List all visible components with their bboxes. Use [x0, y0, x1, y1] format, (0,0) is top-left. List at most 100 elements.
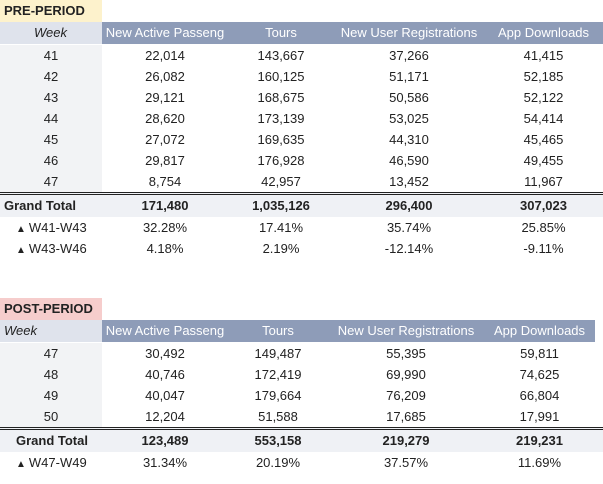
new-user-registrations-cell[interactable]: 53,025: [389, 111, 429, 126]
delta-label-cell[interactable]: ▲ W41-W43: [0, 217, 102, 238]
tours-cell[interactable]: 51,588: [258, 409, 298, 424]
new-active-passengers-cell[interactable]: 28,620: [145, 111, 185, 126]
tours-cell[interactable]: 172,419: [254, 367, 302, 382]
delta-tours[interactable]: 2.19%: [262, 241, 300, 256]
grand-total-label[interactable]: Grand Total: [4, 198, 76, 213]
new-user-registrations-cell[interactable]: 55,395: [386, 346, 426, 361]
delta-new-active-passengers[interactable]: 32.28%: [142, 220, 188, 235]
tours-cell[interactable]: 176,928: [257, 153, 305, 168]
grand-total-new-user-registrations[interactable]: 296,400: [385, 198, 433, 213]
app-downloads-cell[interactable]: 66,804: [519, 388, 560, 403]
delta-new-active-passengers[interactable]: 4.18%: [146, 241, 184, 256]
new-active-passengers-cell[interactable]: 29,817: [145, 153, 185, 168]
new-active-passengers-cell[interactable]: 40,746: [145, 367, 185, 382]
header-new-active-passengers[interactable]: New Active Passeng: [102, 22, 228, 44]
pre-period-table: PRE-PERIOD Week New Active Passeng Tours…: [0, 0, 603, 259]
week-cell[interactable]: 49: [0, 385, 102, 406]
app-downloads-cell[interactable]: 11,967: [524, 174, 563, 189]
new-user-registrations-cell[interactable]: 17,685: [386, 409, 426, 424]
tours-cell[interactable]: 179,664: [254, 388, 302, 403]
delta-app-downloads[interactable]: -9.11%: [523, 241, 564, 256]
new-active-passengers-cell[interactable]: 12,204: [145, 409, 185, 424]
post-period-rows: 47 30,492 149,487 55,395 59,811 48 40,746 172,4…: [0, 343, 603, 427]
week-cell[interactable]: 48: [0, 364, 102, 385]
week-cell[interactable]: 45: [0, 129, 102, 150]
grand-total-label[interactable]: Grand Total: [16, 433, 88, 448]
delta-label-cell[interactable]: ▲ W43-W46: [0, 238, 102, 259]
tours-cell[interactable]: 149,487: [254, 346, 302, 361]
tours-cell[interactable]: 169,635: [257, 132, 305, 147]
header-new-active-passengers[interactable]: New Active Passeng: [102, 320, 228, 342]
grand-total-app-downloads[interactable]: 307,023: [520, 198, 567, 213]
week-cell[interactable]: 44: [0, 108, 102, 129]
app-downloads-cell[interactable]: 52,185: [523, 69, 564, 84]
app-downloads-cell[interactable]: 17,991: [519, 409, 560, 424]
delta-new-user-registrations[interactable]: 35.74%: [386, 220, 432, 235]
new-user-registrations-cell[interactable]: 69,990: [386, 367, 426, 382]
table-row: 45 27,072 169,635 44,310 45,465: [0, 129, 603, 150]
header-app-downloads[interactable]: App Downloads: [484, 320, 595, 342]
new-user-registrations-cell[interactable]: 50,586: [389, 90, 429, 105]
post-period-table: POST-PERIOD Week New Active Passeng Tour…: [0, 298, 603, 473]
new-active-passengers-cell[interactable]: 40,047: [145, 388, 185, 403]
header-new-user-registrations[interactable]: New User Registrations: [328, 320, 484, 342]
grand-total-app-downloads[interactable]: 219,231: [516, 433, 563, 448]
delta-new-active-passengers[interactable]: 31.34%: [142, 455, 188, 470]
new-active-passengers-cell[interactable]: 8,754: [148, 174, 182, 189]
app-downloads-cell[interactable]: 54,414: [523, 111, 564, 126]
app-downloads-cell[interactable]: 45,465: [523, 132, 564, 147]
week-cell[interactable]: 50: [0, 406, 102, 427]
app-downloads-cell[interactable]: 59,811: [520, 346, 559, 361]
delta-tours[interactable]: 20.19%: [255, 455, 301, 470]
app-downloads-cell[interactable]: 52,122: [523, 90, 564, 105]
new-active-passengers-cell[interactable]: 29,121: [145, 90, 185, 105]
week-cell[interactable]: 47: [0, 171, 102, 192]
new-user-registrations-cell[interactable]: 46,590: [389, 153, 429, 168]
header-week[interactable]: Week: [0, 320, 102, 342]
pre-period-title[interactable]: PRE-PERIOD: [0, 0, 102, 22]
delta-app-downloads[interactable]: 11.69%: [517, 455, 562, 470]
grand-total-tours[interactable]: 553,158: [254, 433, 302, 448]
header-tours[interactable]: Tours: [228, 320, 328, 342]
grand-total-tours[interactable]: 1,035,126: [252, 198, 310, 213]
week-cell[interactable]: 41: [0, 45, 102, 66]
tours-cell[interactable]: 160,125: [257, 69, 305, 84]
delta-new-user-registrations[interactable]: 37.57%: [383, 455, 429, 470]
new-active-passengers-cell[interactable]: 22,014: [145, 48, 185, 63]
grand-total-new-active-passengers[interactable]: 171,480: [141, 198, 189, 213]
new-user-registrations-cell[interactable]: 51,171: [389, 69, 429, 84]
tours-cell[interactable]: 173,139: [257, 111, 305, 126]
week-cell[interactable]: 46: [0, 150, 102, 171]
new-active-passengers-cell[interactable]: 26,082: [145, 69, 185, 84]
new-active-passengers-cell[interactable]: 30,492: [145, 346, 185, 361]
tours-cell[interactable]: 42,957: [261, 174, 301, 189]
header-new-user-registrations[interactable]: New User Registrations: [334, 22, 484, 44]
table-row: 44 28,620 173,139 53,025 54,414: [0, 108, 603, 129]
grand-total-new-user-registrations[interactable]: 219,279: [382, 433, 430, 448]
new-user-registrations-cell[interactable]: 76,209: [386, 388, 426, 403]
new-user-registrations-cell[interactable]: 37,266: [389, 48, 429, 63]
delta-label-cell[interactable]: ▲ W47-W49: [0, 452, 102, 473]
app-downloads-cell[interactable]: 41,415: [523, 48, 564, 63]
tours-cell[interactable]: 143,667: [257, 48, 305, 63]
grand-total-new-active-passengers[interactable]: 123,489: [141, 433, 189, 448]
week-cell[interactable]: 43: [0, 87, 102, 108]
table-row: 47 8,754 42,957 13,452 11,967: [0, 171, 603, 192]
table-row: 49 40,047 179,664 76,209 66,804: [0, 385, 603, 406]
new-user-registrations-cell[interactable]: 44,310: [389, 132, 429, 147]
app-downloads-cell[interactable]: 49,455: [523, 153, 564, 168]
delta-app-downloads[interactable]: 25.85%: [521, 220, 566, 235]
post-period-title[interactable]: POST-PERIOD: [0, 298, 102, 320]
week-cell[interactable]: 42: [0, 66, 102, 87]
tours-cell[interactable]: 168,675: [257, 90, 305, 105]
delta-triangle-icon: ▲: [16, 459, 26, 470]
new-user-registrations-cell[interactable]: 13,452: [389, 174, 429, 189]
week-cell[interactable]: 47: [0, 343, 102, 364]
delta-new-user-registrations[interactable]: -12.14%: [384, 241, 434, 256]
header-week[interactable]: Week: [0, 22, 102, 44]
header-tours[interactable]: Tours: [228, 22, 334, 44]
new-active-passengers-cell[interactable]: 27,072: [145, 132, 185, 147]
app-downloads-cell[interactable]: 74,625: [519, 367, 560, 382]
header-app-downloads[interactable]: App Downloads: [484, 22, 603, 44]
delta-tours[interactable]: 17.41%: [258, 220, 304, 235]
